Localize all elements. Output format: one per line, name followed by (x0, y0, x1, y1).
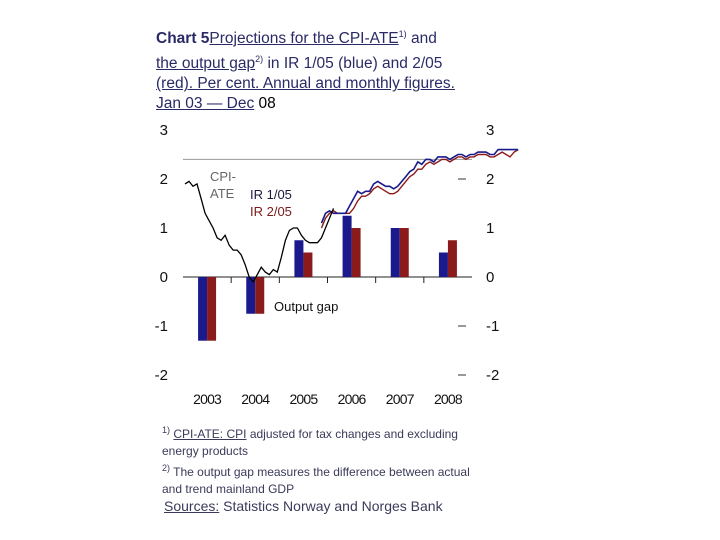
bar-ir105 (342, 215, 352, 277)
bar-ir105 (390, 228, 400, 277)
bar-ir205 (399, 228, 409, 277)
sources-label: Sources: (164, 498, 220, 514)
footnote-2: 2) The output gap measures the differenc… (162, 460, 492, 498)
bar-ir205 (207, 277, 217, 341)
ir205-label: IR 2/05 (250, 204, 292, 219)
title-line-3: (red). Per cent. Annual and monthly figu… (156, 75, 455, 93)
bar-ir205 (303, 252, 313, 277)
y-tick-label-left: 2 (160, 171, 168, 188)
y-tick-label-right: -1 (486, 318, 499, 335)
x-tick-label: 2007 (386, 391, 415, 407)
chart-number: Chart 5 (156, 30, 210, 48)
cpi-projection-ir205-line (320, 149, 519, 229)
footnote-2-text: The output gap measures the difference b… (162, 465, 470, 496)
sources: Sources: Statistics Norway and Norges Ba… (164, 498, 443, 514)
bar-ir205 (447, 240, 457, 277)
y-tick-label-right: 0 (486, 269, 494, 286)
output-gap-label: Output gap (274, 299, 338, 314)
ir105-label: IR 1/05 (250, 187, 292, 202)
title-line-4-end: 08 (254, 95, 276, 113)
footnote-2-sup: 2) (162, 463, 171, 473)
y-tick-label-right: 3 (486, 122, 494, 139)
bar-ir105 (438, 252, 448, 277)
bar-ir205 (351, 228, 361, 277)
y-tick-label-right: 2 (486, 171, 494, 188)
footnote-1-text: adjusted for tax changes and excluding e… (162, 427, 458, 458)
footnote-1-sup: 1) (162, 425, 171, 435)
footnote-1-label: CPI-ATE: CPI (173, 427, 247, 441)
title-line-1-tail: and (406, 30, 437, 48)
y-tick-label-left: 3 (160, 122, 168, 139)
title-line-4: Jan 03 — Dec (156, 95, 255, 113)
sources-text: Statistics Norway and Norges Bank (219, 498, 443, 514)
y-tick-label-right: -2 (486, 367, 499, 384)
x-tick-label: 2004 (241, 391, 270, 407)
bar-ir105 (198, 277, 208, 341)
chart-title: Chart 5Projections for the CPI-ATE1) and… (156, 24, 526, 114)
x-tick-label: 2003 (193, 391, 222, 407)
title-line-2: the output gap (156, 55, 256, 73)
cpi-label-part1: CPI- (210, 169, 236, 184)
y-tick-label-left: -1 (155, 318, 168, 335)
y-tick-label-right: 1 (486, 220, 494, 237)
bar-ir205 (255, 277, 265, 314)
title-line-1: Projections for the CPI-ATE (209, 30, 399, 48)
bar-ir105 (246, 277, 256, 314)
y-tick-label-left: -2 (155, 367, 168, 384)
x-tick-label: 2008 (434, 391, 463, 407)
y-tick-label-left: 1 (160, 220, 168, 237)
y-tick-label-left: 0 (160, 269, 168, 286)
title-sup-2: 2) (255, 54, 264, 65)
cpi-actual-line (184, 180, 335, 284)
footnote-1: 1) CPI-ATE: CPI adjusted for tax changes… (162, 422, 492, 460)
cpi-projection-ir105-line (320, 148, 519, 224)
title-sup-1: 1) (398, 29, 407, 39)
x-tick-label: 2005 (289, 391, 318, 407)
footnotes: 1) CPI-ATE: CPI adjusted for tax changes… (162, 422, 492, 498)
x-tick-label: 2006 (338, 391, 367, 407)
title-line-2-tail: in IR 1/05 (blue) and 2/05 (263, 55, 443, 73)
cpi-label-part2: ATE (210, 186, 235, 201)
bar-ir105 (294, 240, 304, 277)
